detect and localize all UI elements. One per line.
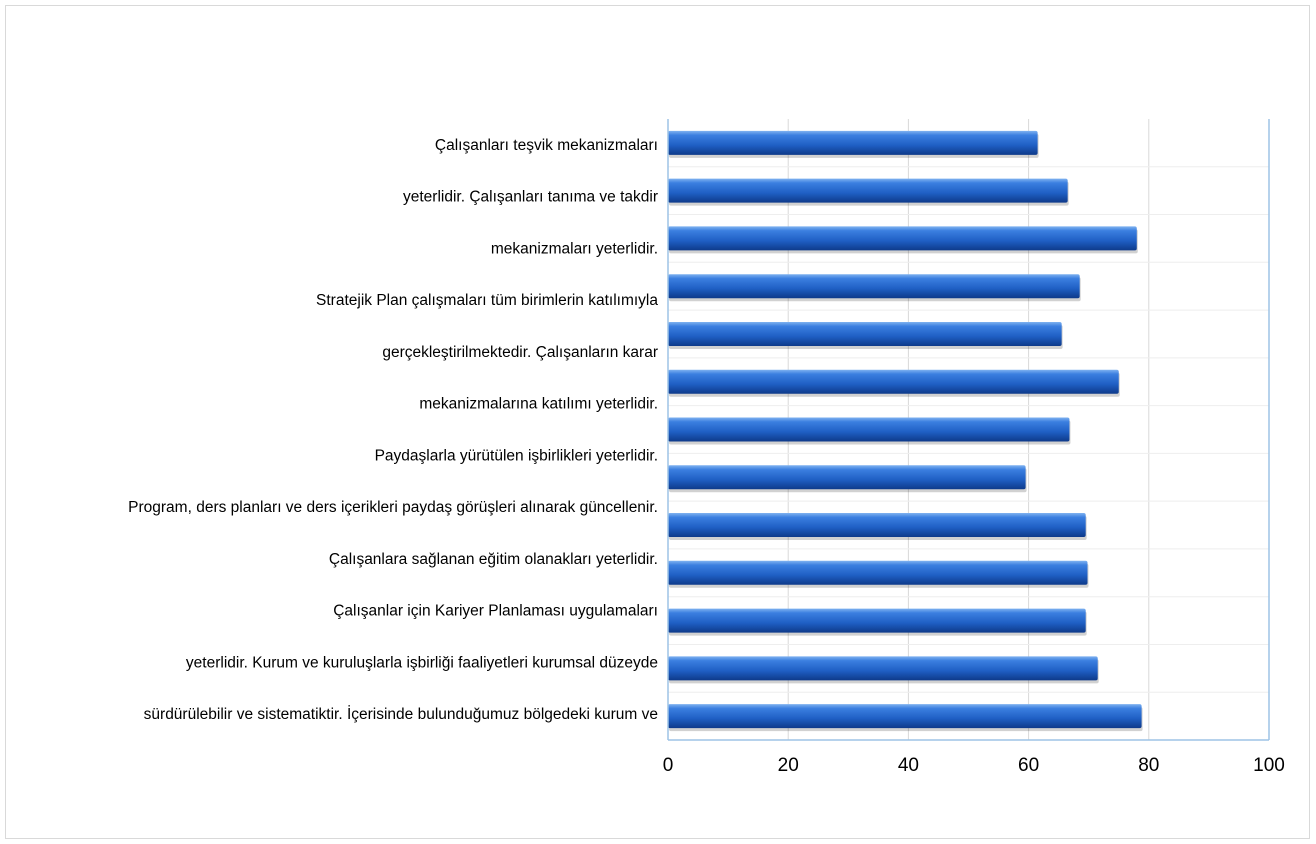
bar-fill [668, 513, 1086, 538]
bar-fill [668, 560, 1088, 585]
bar [668, 656, 1099, 684]
bar [668, 608, 1087, 636]
category-label: gerçekleştirilmektedir. Çalışanların kar… [382, 344, 658, 361]
bar-chart: Çalışanları teşvik mekanizmaları yeterlid… [128, 119, 1285, 776]
bar-fill [668, 608, 1086, 633]
x-tick-label: 0 [663, 755, 674, 776]
bar-fill [668, 656, 1098, 681]
category-label: mekanizmaları yeterlidir. [491, 240, 658, 257]
bar [668, 704, 1143, 732]
category-label: Çalışanlara sağlanan eğitim olanakları y… [329, 551, 658, 568]
bar-fill [668, 274, 1080, 299]
bar [668, 560, 1089, 588]
category-label: sürdürülebilir ve sistematiktir. İçerisi… [144, 705, 658, 723]
bar [668, 321, 1063, 349]
bar-fill [668, 130, 1038, 155]
bar-fill [668, 321, 1062, 346]
category-label: Program, ders planları ve ders içerikler… [128, 499, 658, 516]
chart-frame: Çalışanları teşvik mekanizmaları yeterlid… [5, 5, 1310, 839]
grid-lines [668, 119, 1270, 740]
x-tick-label: 100 [1253, 755, 1285, 776]
x-tick-label: 20 [778, 755, 799, 776]
bar [668, 178, 1069, 206]
bar-fill [668, 226, 1137, 251]
bar [668, 513, 1087, 541]
axes [667, 119, 1270, 741]
category-label: yeterlidir. Çalışanları tanıma ve takdir [403, 189, 658, 206]
bar-fill [668, 417, 1070, 442]
category-label: Paydaşlarla yürütülen işbirlikleri yeter… [375, 447, 658, 464]
bar [668, 226, 1138, 254]
bar-fill [668, 465, 1026, 490]
category-label: mekanizmalarına katılımı yeterlidir. [419, 396, 658, 413]
bar-fill [668, 704, 1142, 729]
bar-fill [668, 369, 1119, 394]
category-label: Çalışanlar için Kariyer Planlaması uygul… [333, 603, 658, 620]
bars [668, 130, 1143, 732]
category-labels: Çalışanları teşvik mekanizmaları yeterlid… [128, 137, 658, 723]
x-tick-label: 80 [1138, 755, 1159, 776]
bar [668, 130, 1039, 158]
x-tick-labels: 0 20 40 60 80 100 [663, 755, 1285, 776]
bar [668, 465, 1027, 493]
x-tick-label: 40 [898, 755, 919, 776]
bar-fill [668, 178, 1068, 203]
bar [668, 274, 1081, 302]
category-label: Çalışanları teşvik mekanizmaları [435, 137, 658, 154]
bar [668, 369, 1120, 397]
x-tick-label: 60 [1018, 755, 1039, 776]
category-label: yeterlidir. Kurum ve kuruluşlarla işbirl… [186, 654, 658, 671]
bar [668, 417, 1071, 445]
category-label: Stratejik Plan çalışmaları tüm birimleri… [316, 292, 658, 309]
